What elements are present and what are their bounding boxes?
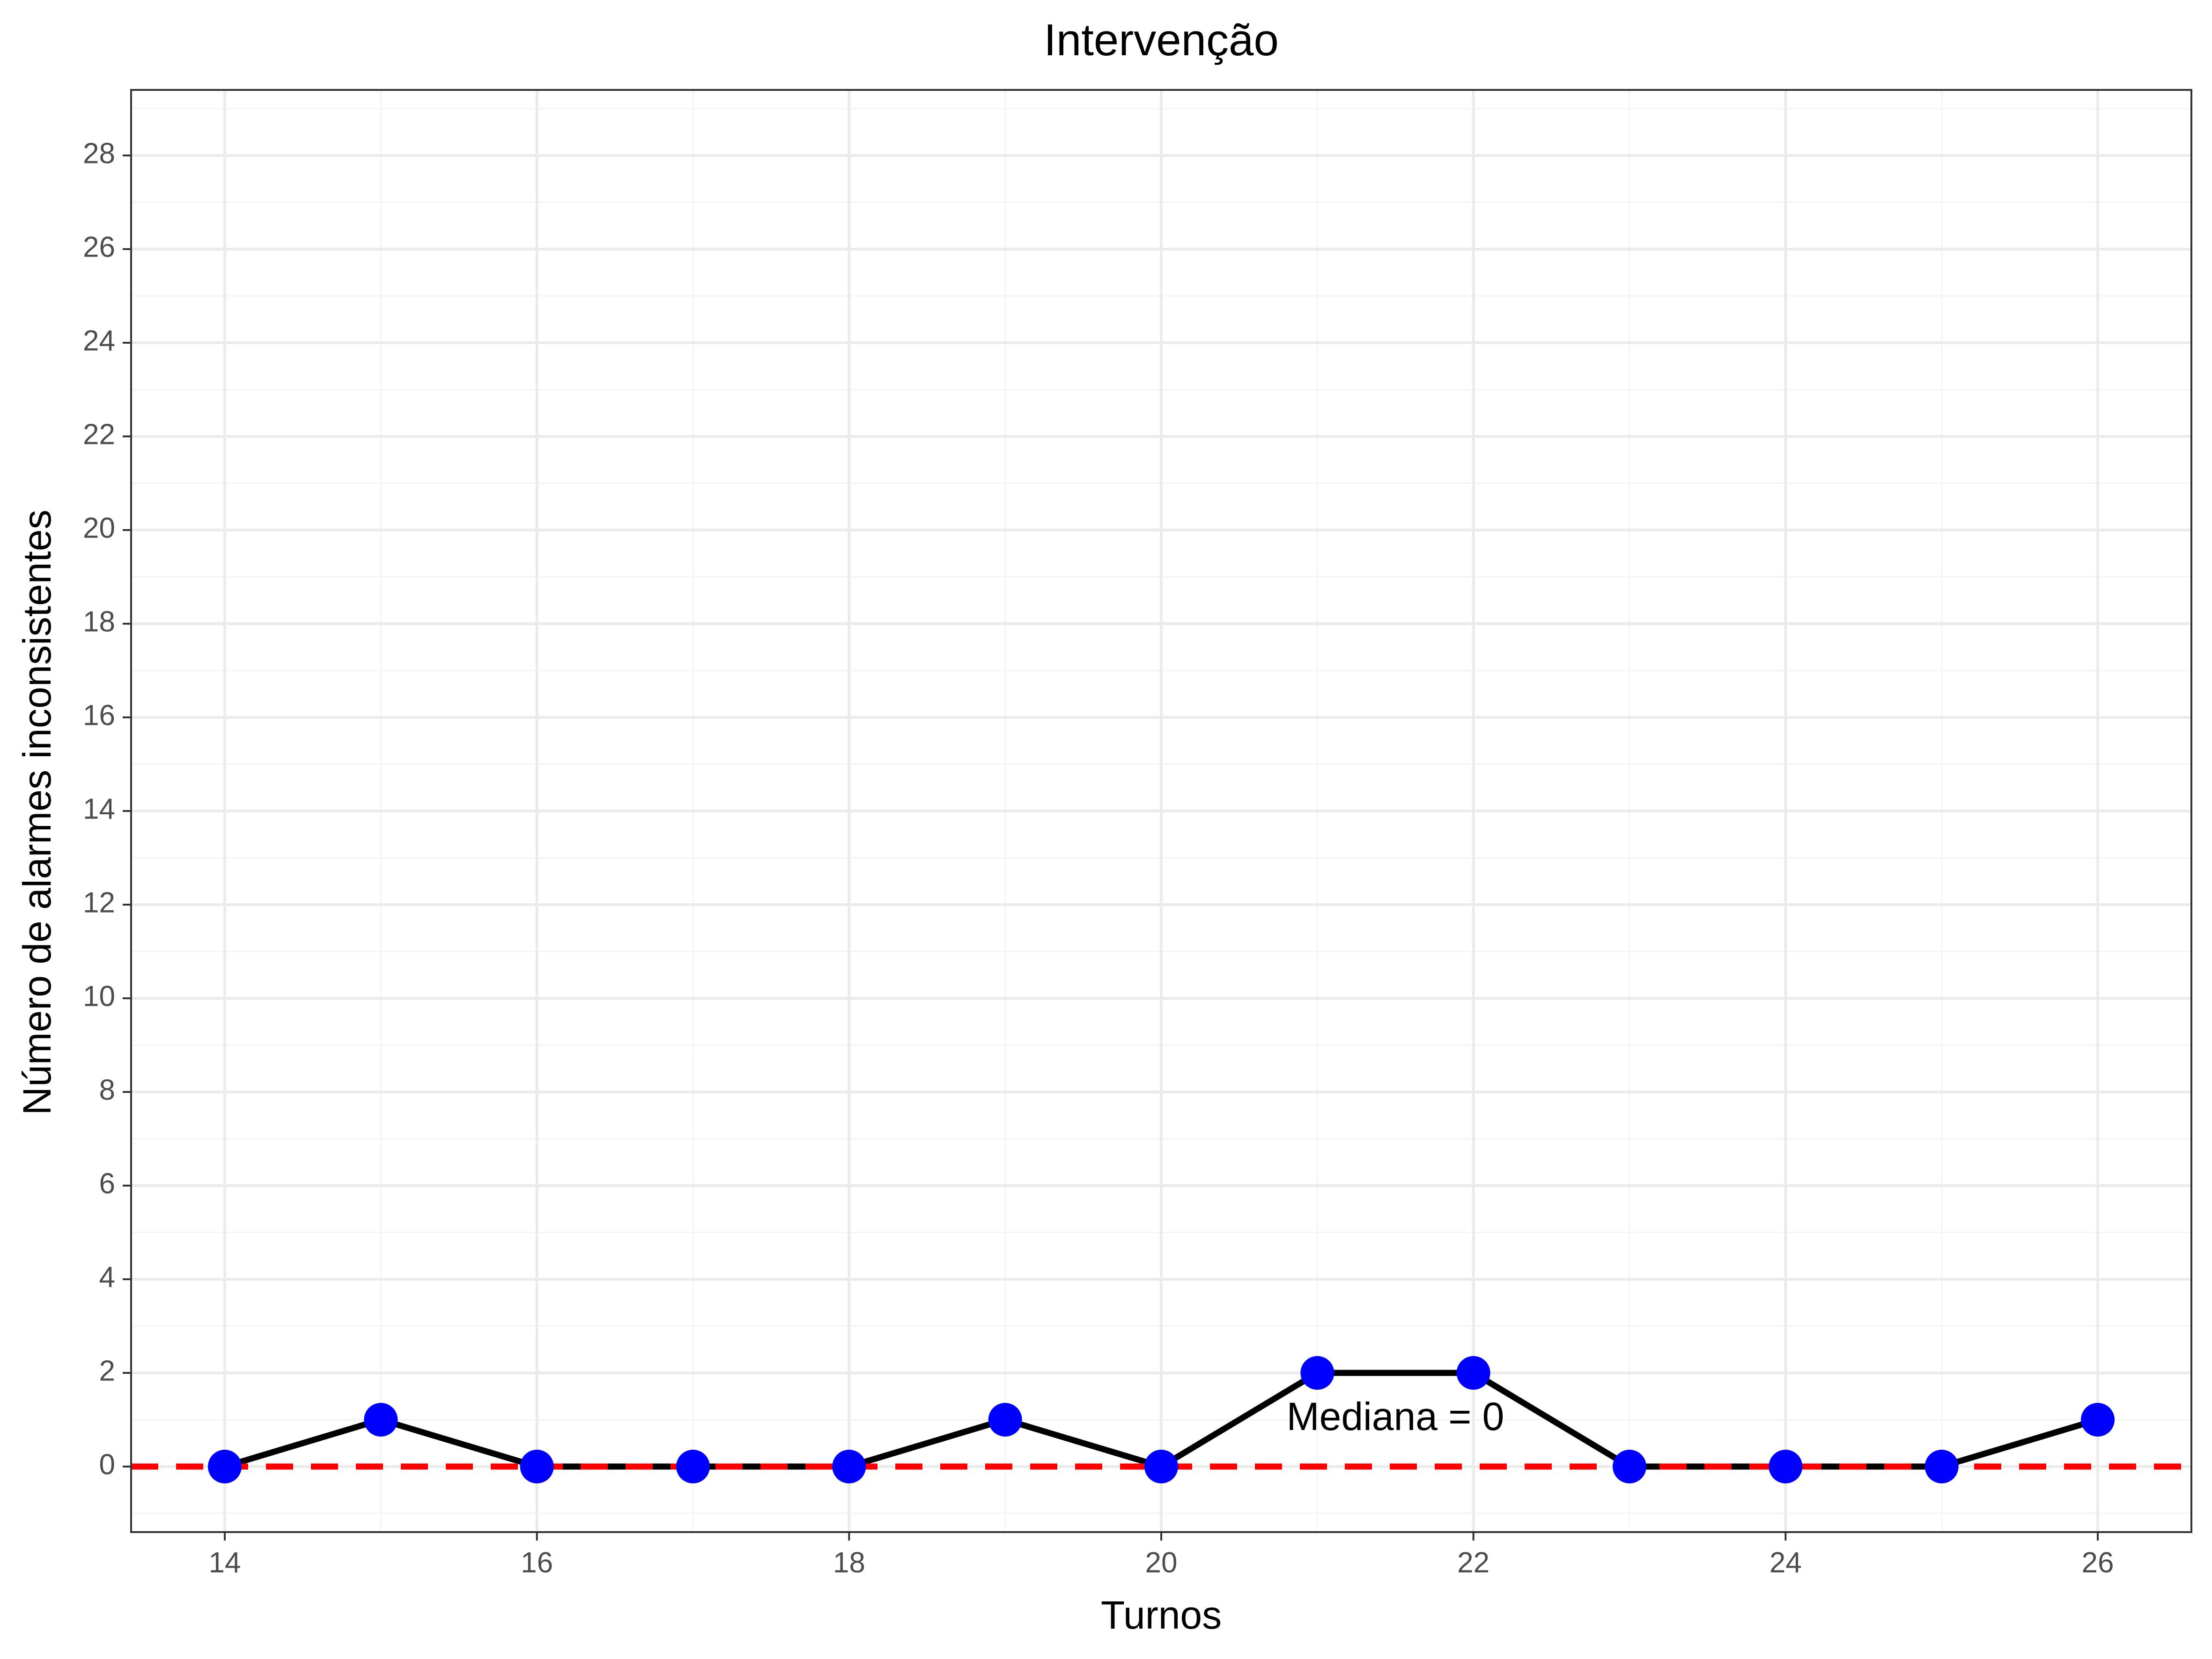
data-point xyxy=(988,1403,1022,1437)
y-tick-label: 12 xyxy=(83,886,115,919)
data-point xyxy=(364,1403,398,1437)
x-tick-label: 24 xyxy=(1770,1547,1802,1579)
y-tick-label: 22 xyxy=(83,418,115,450)
y-tick-label: 28 xyxy=(83,137,115,170)
y-tick-label: 0 xyxy=(99,1448,115,1481)
data-point xyxy=(1769,1450,1803,1483)
x-axis-label: Turnos xyxy=(1101,1593,1222,1637)
data-point xyxy=(520,1450,554,1483)
y-tick-label: 10 xyxy=(83,980,115,1012)
grid-layer xyxy=(131,90,2191,1532)
y-tick-label: 18 xyxy=(83,605,115,638)
median-label: Mediana = 0 xyxy=(1287,1394,1504,1438)
y-tick-label: 14 xyxy=(83,793,115,825)
x-tick-label: 20 xyxy=(1145,1547,1178,1579)
data-point xyxy=(208,1450,242,1483)
y-tick-label: 2 xyxy=(99,1355,115,1387)
x-tick-label: 18 xyxy=(833,1547,865,1579)
chart-title: Intervenção xyxy=(1044,15,1279,65)
data-point xyxy=(2081,1403,2115,1437)
y-tick-label: 4 xyxy=(99,1261,115,1293)
data-point xyxy=(832,1450,866,1483)
data-point xyxy=(1456,1356,1490,1390)
y-tick-label: 24 xyxy=(83,324,115,357)
x-tick-label: 22 xyxy=(1457,1547,1489,1579)
data-point xyxy=(1300,1356,1335,1390)
y-tick-label: 20 xyxy=(83,512,115,544)
series-layer: Mediana = 0 xyxy=(131,1356,2191,1483)
y-tick-label: 6 xyxy=(99,1167,115,1200)
x-tick-label: 26 xyxy=(2082,1547,2114,1579)
x-tick-label: 16 xyxy=(521,1547,553,1579)
data-point xyxy=(1144,1450,1178,1483)
y-tick-label: 16 xyxy=(83,699,115,731)
y-tick-label: 8 xyxy=(99,1074,115,1106)
data-point xyxy=(1613,1450,1646,1483)
y-tick-label: 26 xyxy=(83,231,115,263)
data-point xyxy=(676,1450,710,1483)
x-tick-label: 14 xyxy=(209,1547,241,1579)
data-point xyxy=(1924,1450,1959,1483)
y-axis-label: Número de alarmes inconsistentes xyxy=(15,509,59,1115)
